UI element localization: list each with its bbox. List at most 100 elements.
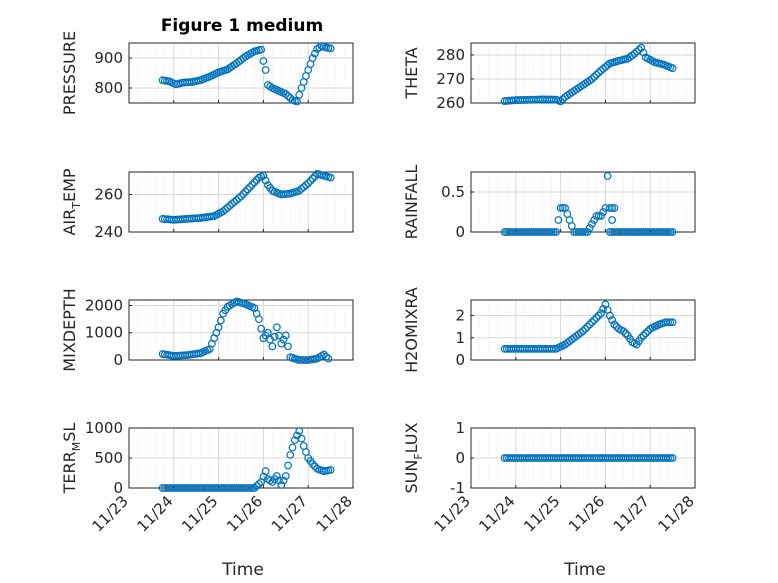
y-tick-label: 900 [94, 49, 123, 67]
data-point [549, 228, 558, 236]
panel-pressure: 800 900 PRESSURE [60, 31, 354, 115]
y-axis-label: SUNFLUX [402, 422, 425, 493]
panel-air_temp: 240 260 AIRTEMP [60, 168, 354, 241]
x-tick-label: 11/25 [520, 492, 563, 535]
data-point [259, 171, 268, 180]
data-point [284, 342, 292, 351]
data-point [583, 322, 592, 331]
data-point [241, 187, 250, 196]
data-point [610, 204, 619, 212]
data-point [308, 174, 317, 183]
data-point [246, 484, 254, 492]
data-point [263, 328, 272, 337]
data-point [234, 194, 243, 203]
data-point [594, 212, 603, 220]
y-tick-label: 270 [436, 70, 465, 88]
panel-sun_flux: -1 0 1 11/23 11/24 11/25 11/26 11/27 11/28 SUNFLU… [402, 419, 698, 535]
data-point [288, 443, 297, 452]
data-point [668, 64, 677, 73]
data-point [270, 332, 279, 341]
x-tick-label: 11/28 [313, 492, 356, 535]
data-point [281, 472, 290, 480]
data-point [308, 460, 317, 468]
data-point [261, 66, 270, 74]
data-point [639, 331, 648, 340]
y-tick-label: 2 [455, 307, 465, 325]
y-tick-label: 1000 [85, 419, 123, 437]
data-point [592, 212, 601, 220]
data-point [590, 316, 599, 324]
x-axis-label-left: Time [221, 560, 264, 580]
data-point [259, 57, 268, 65]
data-point [556, 204, 565, 212]
y-tick-label: 0.5 [441, 183, 465, 201]
data-point [297, 184, 306, 193]
data-point [277, 481, 286, 489]
data-point [248, 180, 257, 189]
y-tick-label: 260 [436, 94, 465, 112]
data-point [281, 90, 290, 98]
x-tick-label: 11/26 [565, 492, 608, 535]
data-point [295, 427, 304, 435]
panel-mixdepth: 0 1000 2000 MIXDEPTH [60, 288, 354, 372]
data-point [558, 204, 567, 212]
y-axis-label: TERRMSL [60, 423, 83, 495]
data-point [261, 467, 270, 476]
data-point [250, 484, 259, 492]
data-point [588, 220, 596, 228]
data-point [239, 190, 248, 198]
data-point [228, 199, 236, 208]
data-point [243, 185, 252, 194]
data-point [308, 54, 317, 62]
data-point [594, 311, 603, 320]
x-tick-label: 11/24 [133, 492, 176, 535]
data-point [608, 216, 617, 224]
data-point [579, 327, 587, 336]
data-point [252, 482, 261, 490]
data-point [257, 324, 266, 333]
data-point [223, 203, 232, 212]
y-axis-label: MIXDEPTH [60, 288, 79, 371]
y-tick-label: 0 [113, 479, 123, 497]
data-point [326, 173, 335, 182]
axes-box [470, 171, 696, 233]
y-tick-label: 280 [436, 46, 465, 64]
data-point [608, 316, 617, 324]
data-point [250, 178, 259, 187]
x-tick-label: 11/23 [89, 492, 132, 535]
y-tick-label: 1000 [85, 324, 123, 342]
data-point [581, 228, 590, 236]
data-point [295, 186, 304, 195]
y-tick-label: 1 [455, 329, 465, 347]
data-point [232, 196, 241, 205]
y-axis-label: THETA [402, 47, 421, 99]
y-tick-label: -1 [450, 479, 465, 497]
panel-rainfall: 0 0.5 RAINFALL [402, 165, 696, 241]
data-point [326, 44, 335, 53]
data-point [248, 484, 257, 492]
data-point [326, 466, 335, 474]
data-point [214, 323, 223, 332]
data-point [668, 318, 677, 327]
data-point [279, 335, 288, 344]
data-point [592, 70, 601, 79]
data-point [279, 476, 288, 485]
data-point [630, 49, 639, 58]
data-point [297, 434, 306, 443]
axes-box [470, 299, 696, 361]
x-tick-label: 11/24 [475, 492, 518, 535]
data-point [221, 205, 230, 214]
data-point [311, 49, 319, 58]
y-tick-label: 260 [94, 186, 123, 204]
data-point [257, 45, 266, 54]
data-point [666, 454, 675, 462]
y-tick-label: 0 [455, 223, 465, 241]
data-point [592, 313, 601, 322]
data-point [216, 316, 225, 325]
data-point [603, 61, 612, 70]
y-tick-label: 0 [455, 351, 465, 369]
data-point [306, 177, 315, 185]
axes-box [470, 42, 696, 104]
y-axis-label: PRESSURE [60, 31, 79, 115]
